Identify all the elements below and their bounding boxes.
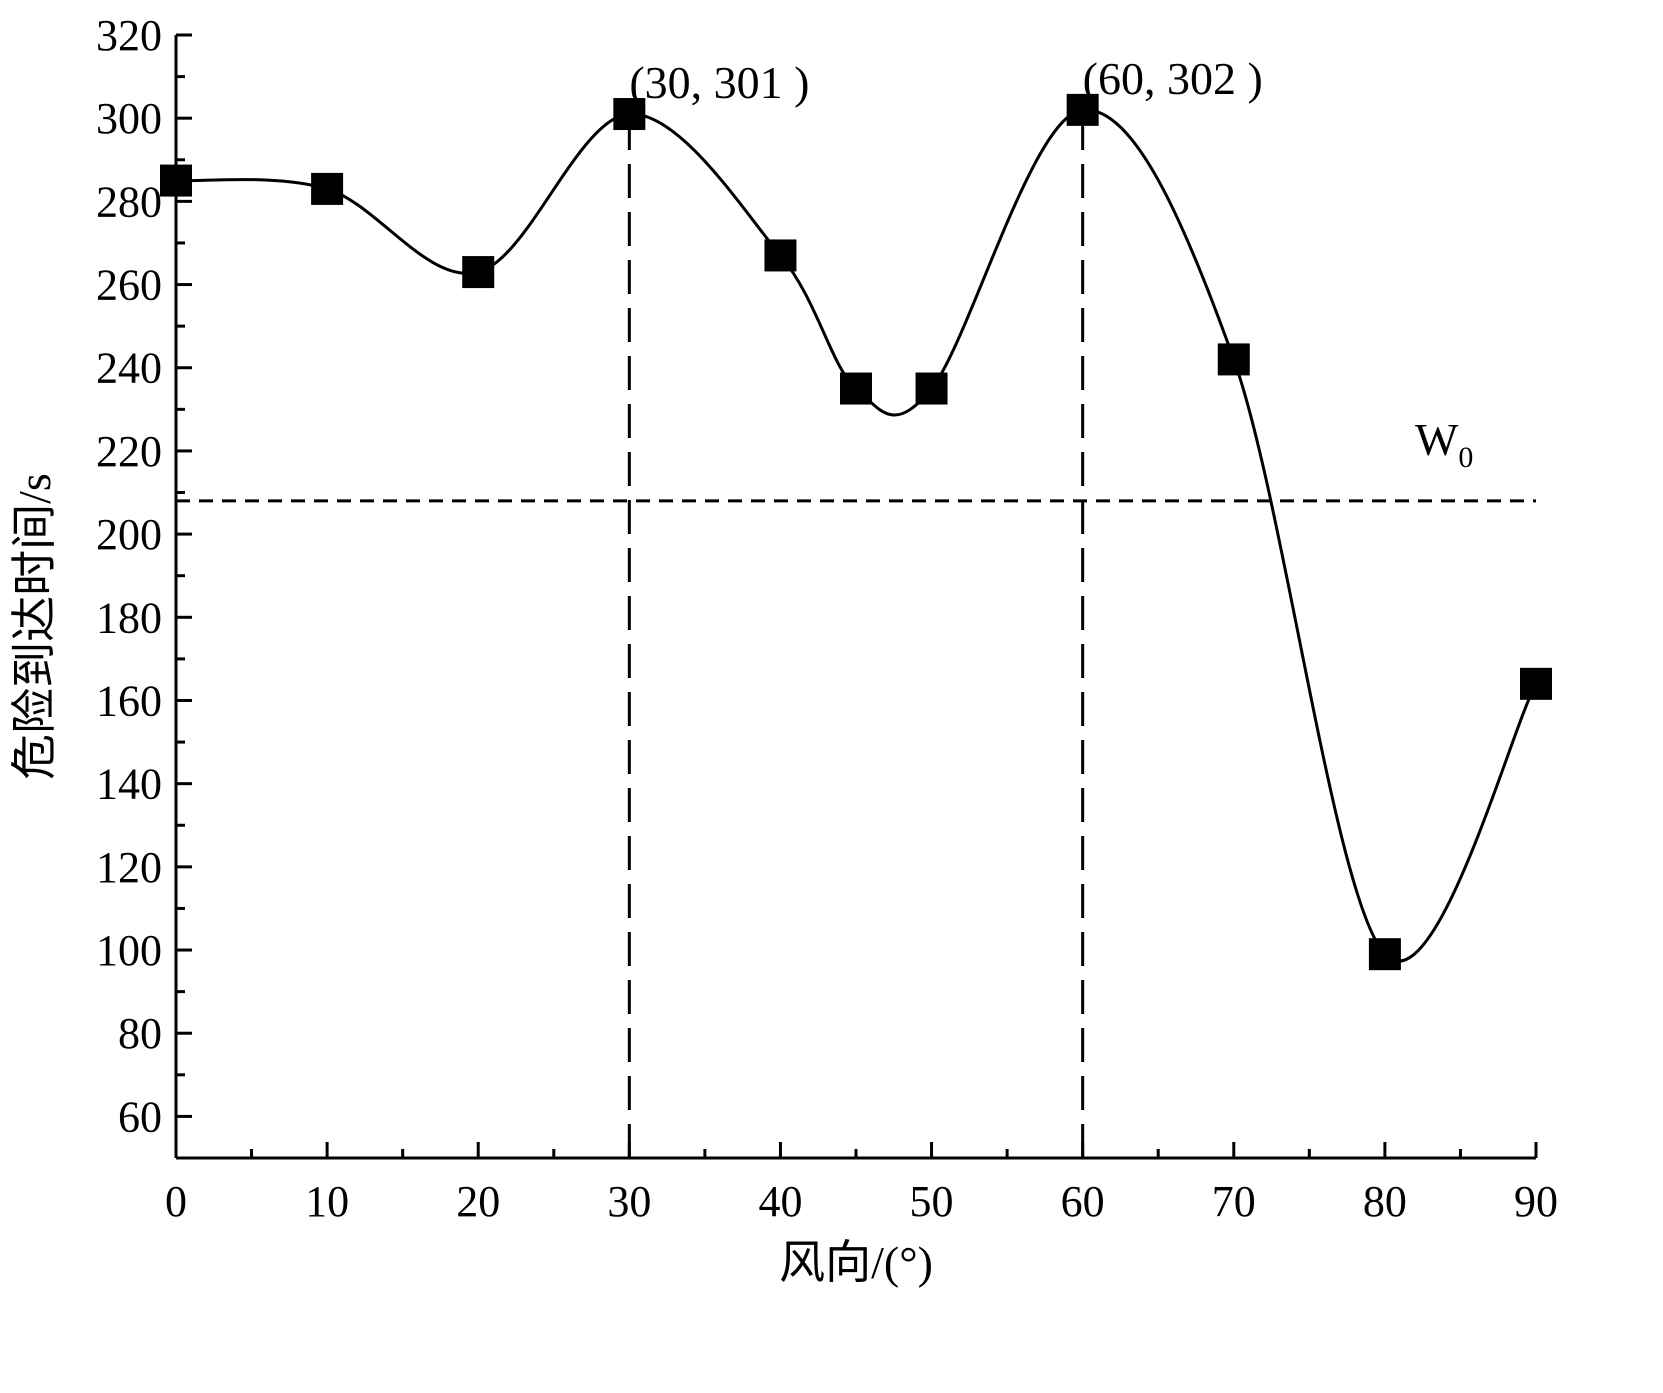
ticks: 0 10 20 30 40 50 60 70 80 90 60 80 100 120 140 160 180 20… (96, 11, 1558, 1226)
data-point-marker (1066, 93, 1099, 126)
y-tick-label: 60 (118, 1092, 162, 1141)
x-tick-label: 0 (165, 1177, 187, 1226)
x-tick-label: 80 (1363, 1177, 1407, 1226)
annotations: (30, 301 ) (60, 302 ) (629, 53, 1262, 108)
x-tick-label: 60 (1061, 1177, 1105, 1226)
y-tick-label: 240 (96, 344, 162, 393)
y-tick-label: 320 (96, 11, 162, 60)
x-tick-label: 30 (607, 1177, 651, 1226)
data-point-marker (915, 372, 948, 405)
x-axis-title: 风向/(°) (779, 1237, 933, 1288)
x-tick-label: 10 (305, 1177, 349, 1226)
y-tick-label: 120 (96, 843, 162, 892)
y-tick-label: 200 (96, 510, 162, 559)
x-tick-label: 40 (758, 1177, 802, 1226)
w0-label-subscript: 0 (1458, 441, 1473, 474)
series-line (175, 108, 1538, 963)
y-tick-label: 300 (96, 94, 162, 143)
y-tick-label: 80 (118, 1009, 162, 1058)
data-point-marker (1520, 667, 1552, 700)
y-tick-label: 180 (96, 593, 162, 642)
x-tick-label: 50 (910, 1177, 954, 1226)
data-point-marker (764, 239, 797, 272)
y-tick-label: 160 (96, 676, 162, 725)
data-point-marker (613, 98, 646, 131)
w0-label-main: W (1415, 414, 1459, 465)
point-annotation: (60, 302 ) (1083, 53, 1263, 104)
w0-label: W0 (1415, 414, 1473, 474)
data-point-marker (311, 172, 344, 205)
y-tick-label: 220 (96, 427, 162, 476)
y-axis-title: 危险到达时间/s (9, 473, 60, 780)
data-point-marker (1368, 938, 1401, 971)
y-tick-label: 140 (96, 760, 162, 809)
x-tick-label: 70 (1212, 1177, 1256, 1226)
x-tick-label: 20 (456, 1177, 500, 1226)
y-tick-label: 100 (96, 926, 162, 975)
y-tick-label: 260 (96, 261, 162, 310)
y-tick-label: 280 (96, 177, 162, 226)
data-point-marker (462, 256, 495, 289)
data-point-marker (840, 372, 872, 405)
series-layer (160, 93, 1552, 971)
reference-lines (176, 114, 1536, 1158)
data-point-marker (1217, 343, 1250, 376)
axes (174, 35, 1536, 1160)
point-annotation: (30, 301 ) (629, 57, 809, 108)
x-tick-label: 90 (1514, 1177, 1558, 1226)
